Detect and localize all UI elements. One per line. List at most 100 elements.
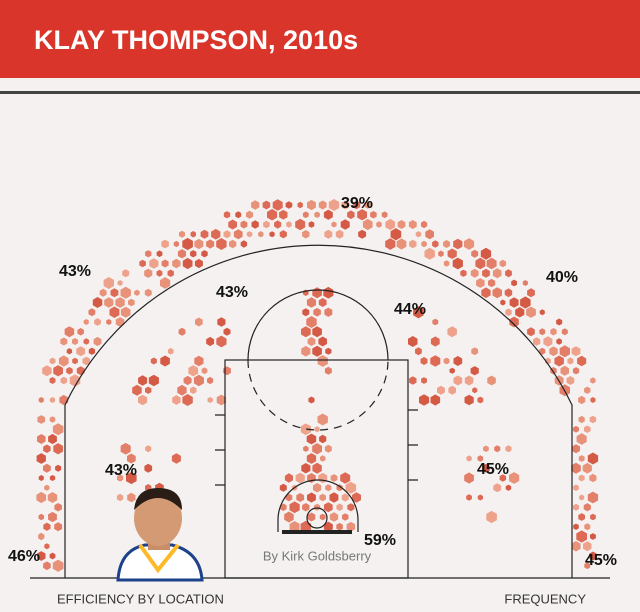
hex (324, 307, 333, 317)
hex (505, 484, 512, 491)
hex (509, 297, 519, 308)
hex (279, 483, 287, 492)
hex (336, 503, 343, 511)
hex (584, 425, 591, 433)
hex (284, 473, 293, 483)
hex (443, 260, 450, 267)
hex (494, 445, 501, 453)
hex (132, 384, 142, 396)
hex (190, 386, 197, 394)
hex (324, 229, 333, 239)
hex (306, 297, 316, 308)
hex (262, 200, 271, 210)
hex (177, 249, 186, 259)
hex (223, 211, 231, 219)
hex (193, 374, 204, 387)
hex (177, 384, 187, 396)
hex (481, 287, 491, 299)
hex (556, 338, 562, 345)
hex (432, 318, 439, 326)
zone-label: 44% (394, 301, 426, 318)
hex (296, 493, 305, 502)
rim (306, 507, 328, 529)
hex (120, 442, 131, 455)
hex (194, 258, 203, 269)
hex (511, 279, 517, 287)
hex (279, 230, 287, 239)
hex (475, 257, 486, 270)
hex (43, 444, 51, 453)
hex (576, 433, 587, 445)
hex (43, 561, 51, 571)
hex (216, 238, 227, 250)
zone-label: 43% (59, 263, 91, 280)
hex (583, 503, 591, 512)
hex (589, 551, 597, 561)
zone-labels: 39% 43% 40% 43% 44% 43% 45% 59% 46% 45% (8, 195, 617, 569)
hex (82, 356, 90, 366)
hex (499, 259, 507, 268)
zone-label: 45% (585, 552, 617, 569)
hex (216, 394, 226, 406)
hex (584, 386, 591, 394)
hex (447, 248, 457, 259)
hex (246, 231, 253, 238)
hex (323, 521, 333, 532)
credit: By Kirk Goldsberry (263, 548, 372, 563)
hex (44, 543, 50, 550)
hex (190, 250, 197, 258)
hex (590, 377, 596, 384)
hex (42, 365, 52, 377)
hex (195, 317, 203, 327)
hex (145, 250, 152, 258)
hex (52, 423, 64, 436)
ft-circle-dashed (247, 359, 389, 431)
hex (323, 209, 333, 220)
hex (307, 512, 316, 522)
hex (49, 552, 56, 560)
hex (579, 494, 585, 501)
hex (55, 464, 62, 472)
hex (335, 229, 344, 239)
hex (487, 375, 496, 386)
hex (201, 367, 208, 375)
hex (488, 278, 496, 288)
hex (183, 375, 192, 386)
hex (66, 367, 73, 375)
hex (345, 481, 357, 494)
hex (43, 463, 51, 473)
hex (99, 288, 107, 297)
hex (58, 355, 69, 367)
legend-efficiency: EFFICIENCY BY LOCATION (57, 591, 224, 606)
hex (319, 493, 326, 502)
hex (138, 394, 148, 406)
hex (432, 240, 439, 248)
divider (0, 91, 640, 94)
hex (527, 288, 535, 298)
hex (318, 336, 327, 347)
hex (37, 551, 46, 561)
hex (37, 434, 46, 444)
hex (258, 231, 264, 238)
hex (306, 433, 317, 445)
hex (385, 238, 396, 250)
hex (223, 366, 231, 376)
hex (49, 377, 56, 384)
hex (312, 462, 322, 474)
hex (318, 200, 327, 210)
lane-marks (215, 409, 418, 486)
hex (106, 319, 112, 325)
hex (323, 286, 334, 299)
hex (415, 347, 422, 356)
hex (104, 297, 114, 308)
hex (527, 327, 535, 337)
hex (194, 238, 204, 250)
hex (504, 288, 513, 298)
hex (421, 377, 427, 384)
hex (272, 199, 283, 211)
hex (43, 522, 51, 531)
hex (566, 376, 575, 385)
hex (302, 211, 309, 219)
hex (72, 357, 78, 365)
hex (145, 386, 152, 394)
